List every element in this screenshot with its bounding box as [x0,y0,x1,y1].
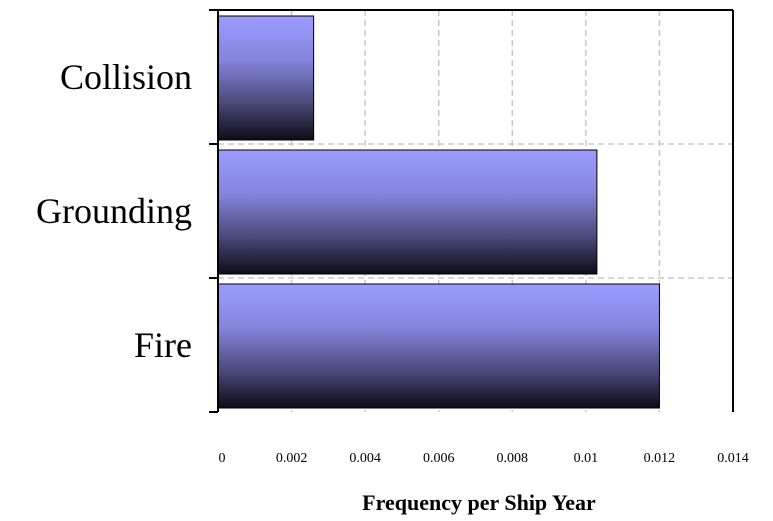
category-label-fire: Fire [134,325,192,365]
bar-fire [217,283,660,409]
x-tick-label: 0 [219,451,226,466]
bar-grounding [217,149,598,275]
category-labels: Collision Grounding Fire [36,57,192,365]
category-label-collision: Collision [60,57,192,97]
category-label-grounding: Grounding [36,191,192,231]
bars [217,15,660,409]
x-tick-labels: 0 0.002 0.004 0.006 0.008 0.01 0.012 0.014 [219,451,749,466]
bar-collision [217,15,315,141]
x-tick-label: 0.002 [276,451,308,466]
x-tick-label: 0.006 [423,451,455,466]
x-tick-label: 0.004 [349,451,381,466]
x-tick-label: 0.014 [717,451,749,466]
x-tick-label: 0.01 [574,451,599,466]
x-axis-title: Frequency per Ship Year [362,490,596,515]
x-tick-label: 0.008 [497,451,529,466]
x-tick-label: 0.012 [644,451,676,466]
plot-frame [209,9,734,413]
